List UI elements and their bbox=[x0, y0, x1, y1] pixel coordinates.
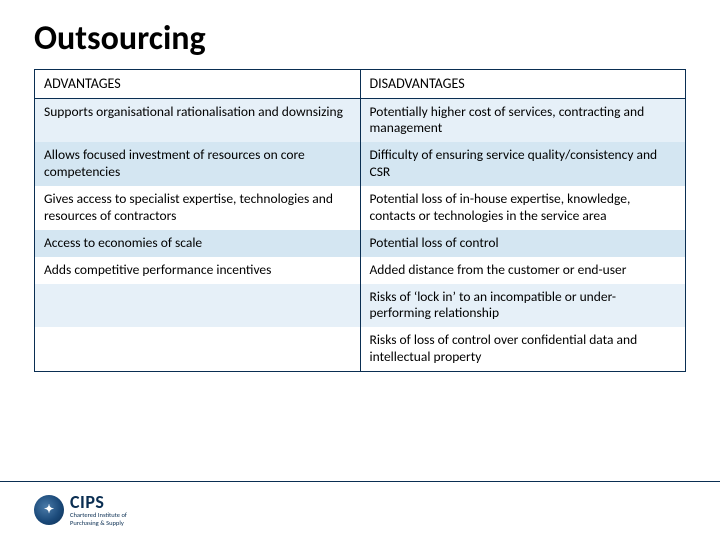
logo-subtitle-2: Purchasing & Supply bbox=[70, 520, 127, 527]
cell-adv: Allows focused investment of resources o… bbox=[35, 142, 361, 186]
table-row: Adds competitive performance incentives … bbox=[35, 257, 686, 284]
cell-dis: Added distance from the customer or end-… bbox=[360, 257, 686, 284]
col-header-disadvantages: DISADVANTAGES bbox=[360, 70, 686, 99]
table-row: Supports organisational rationalisation … bbox=[35, 98, 686, 142]
table-row: Risks of loss of control over confidenti… bbox=[35, 327, 686, 371]
table-header-row: ADVANTAGES DISADVANTAGES bbox=[35, 70, 686, 99]
slide: Outsourcing ADVANTAGES DISADVANTAGES Sup… bbox=[0, 0, 720, 540]
cell-dis: Potential loss of control bbox=[360, 230, 686, 257]
table-row: Allows focused investment of resources o… bbox=[35, 142, 686, 186]
cell-adv: Adds competitive performance incentives bbox=[35, 257, 361, 284]
cell-dis: Risks of ‘lock in’ to an incompatible or… bbox=[360, 284, 686, 328]
table-row: Access to economies of scale Potential l… bbox=[35, 230, 686, 257]
comparison-table: ADVANTAGES DISADVANTAGES Supports organi… bbox=[34, 69, 686, 372]
cell-adv bbox=[35, 284, 361, 328]
cell-dis: Potential loss of in-house expertise, kn… bbox=[360, 186, 686, 230]
logo-subtitle-1: Chartered Institute of bbox=[70, 512, 127, 519]
cell-adv: Gives access to specialist expertise, te… bbox=[35, 186, 361, 230]
cell-adv: Supports organisational rationalisation … bbox=[35, 98, 361, 142]
cell-adv bbox=[35, 327, 361, 371]
cell-dis: Potentially higher cost of services, con… bbox=[360, 98, 686, 142]
footer-logo: ✦ CIPS Chartered Institute of Purchasing… bbox=[34, 493, 127, 526]
logo-acronym: CIPS bbox=[70, 493, 127, 511]
footer-divider bbox=[0, 481, 720, 482]
globe-icon: ✦ bbox=[34, 495, 64, 525]
cell-dis: Risks of loss of control over confidenti… bbox=[360, 327, 686, 371]
page-title: Outsourcing bbox=[34, 18, 686, 59]
cell-dis: Difficulty of ensuring service quality/c… bbox=[360, 142, 686, 186]
col-header-advantages: ADVANTAGES bbox=[35, 70, 361, 99]
table-row: Gives access to specialist expertise, te… bbox=[35, 186, 686, 230]
cell-adv: Access to economies of scale bbox=[35, 230, 361, 257]
logo-text-block: CIPS Chartered Institute of Purchasing &… bbox=[70, 493, 127, 526]
table-row: Risks of ‘lock in’ to an incompatible or… bbox=[35, 284, 686, 328]
